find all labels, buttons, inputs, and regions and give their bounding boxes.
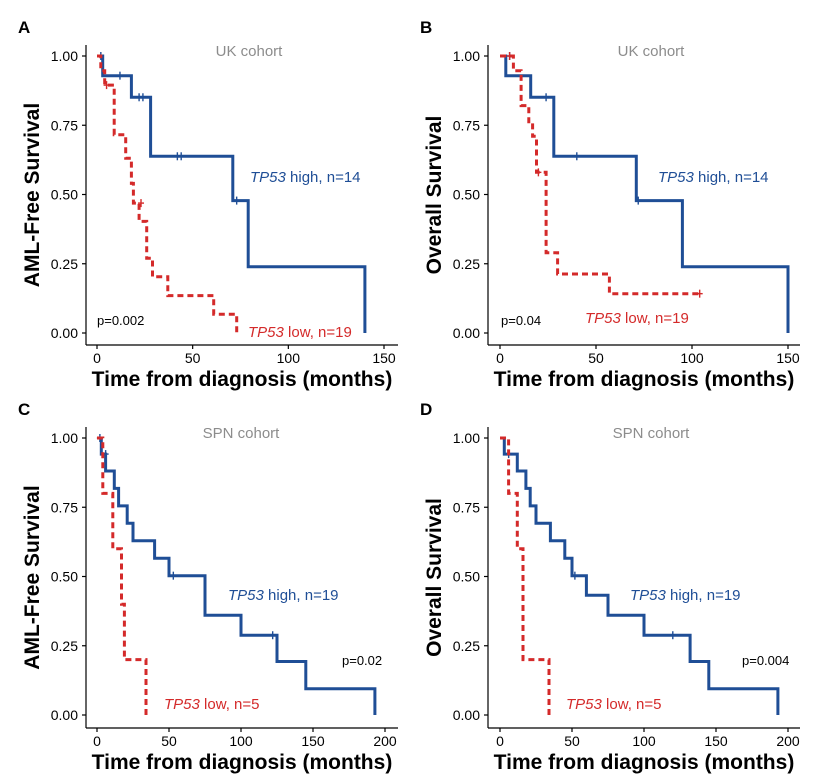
x-tick-label: 50 bbox=[588, 350, 604, 366]
x-axis-label: Time from diagnosis (months) bbox=[494, 368, 795, 391]
cohort-title: UK cohort bbox=[618, 43, 686, 60]
y-tick-label: 0.00 bbox=[51, 325, 78, 341]
x-tick-label: 50 bbox=[161, 733, 177, 749]
censor-mark-high bbox=[269, 631, 276, 640]
x-tick-label: 200 bbox=[373, 733, 397, 749]
y-tick-label: 0.50 bbox=[51, 569, 78, 585]
y-tick-label: 0.25 bbox=[453, 256, 480, 272]
y-tick-label: 0.25 bbox=[51, 638, 78, 654]
panel-d: D 0.00 0.25 0.50 0.75 1.00 0 50 100 150 200 Time fr… bbox=[420, 400, 800, 774]
series-label-high: TP53 high, n=19 bbox=[228, 587, 339, 604]
censor-mark-high bbox=[543, 93, 550, 102]
censor-mark-high bbox=[669, 631, 676, 640]
km-curve-low bbox=[97, 54, 239, 333]
x-tick-label: 200 bbox=[776, 733, 800, 749]
censor-mark-high bbox=[635, 196, 642, 205]
censor-mark-high bbox=[170, 571, 177, 580]
x-tick-label: 100 bbox=[632, 733, 656, 749]
y-tick-label: 1.00 bbox=[51, 48, 78, 64]
p-value: p=0.002 bbox=[97, 313, 144, 328]
x-tick-label: 0 bbox=[93, 350, 101, 366]
y-tick-label: 0.75 bbox=[51, 117, 78, 133]
km-curve-low bbox=[500, 54, 700, 296]
p-value: p=0.004 bbox=[742, 653, 789, 668]
km-curve-low bbox=[97, 436, 148, 715]
km-curve-high bbox=[500, 436, 780, 715]
x-tick-label: 0 bbox=[496, 350, 504, 366]
panel-b: B 0.00 0.25 0.50 0.75 1.00 0 50 100 150 Time from … bbox=[420, 18, 800, 391]
cohort-title: SPN cohort bbox=[203, 425, 281, 442]
panel-letter: A bbox=[18, 18, 30, 37]
y-tick-label: 0.50 bbox=[453, 187, 480, 203]
y-axis-label: Overall Survival bbox=[423, 498, 446, 657]
panel-a: A 0.00 0.25 0.50 0.75 1.00 0 50 100 150 Time from … bbox=[18, 18, 398, 391]
series-label-high: TP53 high, n=19 bbox=[630, 587, 741, 604]
km-curve-high bbox=[500, 54, 790, 333]
y-axis-label: AML-Free Survival bbox=[21, 103, 44, 287]
x-tick-label: 150 bbox=[301, 733, 325, 749]
x-tick-label: 150 bbox=[372, 350, 396, 366]
x-axis-label: Time from diagnosis (months) bbox=[494, 751, 795, 774]
censor-mark-high bbox=[573, 152, 580, 161]
y-tick-label: 1.00 bbox=[453, 430, 480, 446]
x-tick-label: 0 bbox=[93, 733, 101, 749]
panel-letter: D bbox=[420, 400, 432, 419]
panel-c: C 0.00 0.25 0.50 0.75 1.00 0 50 100 150 200 Time fr… bbox=[18, 400, 398, 774]
y-tick-label: 0.75 bbox=[453, 117, 480, 133]
p-value: p=0.02 bbox=[342, 653, 382, 668]
panel-letter: B bbox=[420, 18, 432, 37]
y-tick-label: 0.50 bbox=[51, 187, 78, 203]
km-curve-low bbox=[500, 436, 551, 715]
x-tick-label: 50 bbox=[185, 350, 201, 366]
y-tick-label: 0.25 bbox=[51, 256, 78, 272]
series-label-low: TP53 low, n=5 bbox=[164, 696, 260, 713]
series-label-low: TP53 low, n=19 bbox=[248, 324, 352, 341]
y-tick-label: 0.75 bbox=[51, 499, 78, 515]
censor-mark-low bbox=[103, 81, 110, 90]
y-tick-label: 1.00 bbox=[453, 48, 480, 64]
y-axis-label: Overall Survival bbox=[423, 116, 446, 275]
x-tick-label: 0 bbox=[496, 733, 504, 749]
y-tick-label: 0.50 bbox=[453, 569, 480, 585]
x-tick-label: 100 bbox=[277, 350, 301, 366]
cohort-title: SPN cohort bbox=[613, 425, 691, 442]
x-tick-label: 100 bbox=[229, 733, 253, 749]
y-tick-label: 0.25 bbox=[453, 638, 480, 654]
p-value: p=0.04 bbox=[501, 313, 541, 328]
censor-mark-high bbox=[571, 571, 578, 580]
km-curve-high bbox=[97, 436, 377, 715]
series-label-low: TP53 low, n=5 bbox=[566, 696, 662, 713]
censor-mark-high bbox=[139, 93, 146, 102]
y-tick-label: 0.75 bbox=[453, 499, 480, 515]
censor-mark-low bbox=[535, 168, 542, 177]
y-tick-label: 0.00 bbox=[453, 707, 480, 723]
series-label-high: TP53 high, n=14 bbox=[658, 169, 769, 186]
censor-mark-low bbox=[138, 199, 145, 208]
x-tick-label: 50 bbox=[564, 733, 580, 749]
y-tick-label: 0.00 bbox=[51, 707, 78, 723]
censor-mark-low bbox=[506, 52, 513, 60]
y-tick-label: 1.00 bbox=[51, 430, 78, 446]
cohort-title: UK cohort bbox=[216, 43, 284, 60]
panel-letter: C bbox=[18, 400, 30, 419]
x-axis-label: Time from diagnosis (months) bbox=[92, 368, 393, 391]
y-tick-label: 0.00 bbox=[453, 325, 480, 341]
x-tick-label: 100 bbox=[680, 350, 704, 366]
y-axis-label: AML-Free Survival bbox=[21, 485, 44, 669]
censor-mark-high bbox=[116, 71, 123, 80]
series-label-low: TP53 low, n=19 bbox=[585, 310, 689, 327]
x-tick-label: 150 bbox=[776, 350, 800, 366]
x-tick-label: 150 bbox=[704, 733, 728, 749]
censor-mark-high bbox=[233, 196, 240, 205]
censor-mark-low bbox=[696, 289, 703, 298]
censor-mark-high bbox=[178, 152, 185, 161]
km-curve-high bbox=[97, 54, 367, 333]
series-label-high: TP53 high, n=14 bbox=[250, 169, 361, 186]
x-axis-label: Time from diagnosis (months) bbox=[92, 751, 393, 774]
